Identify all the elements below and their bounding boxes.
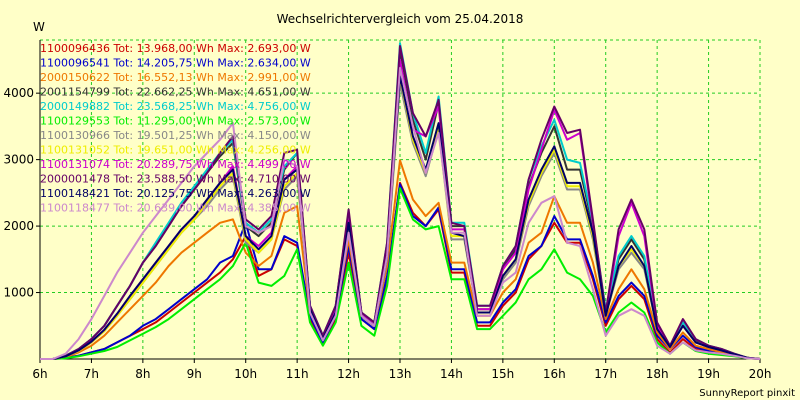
x-tick-label: 14h xyxy=(440,367,463,381)
series-lines xyxy=(40,42,761,360)
x-tick-label: 6h xyxy=(32,367,47,381)
y-tick-label: 3000 xyxy=(3,153,34,167)
x-tick-label: 17h xyxy=(594,367,617,381)
series-line-1 xyxy=(40,181,761,360)
legend-entry-10: 2000001478 Tot: 23.588,50 Wh Max: 4.710,… xyxy=(40,173,311,186)
legend-entry-1: 1100096436 Tot: 13.968,00 Wh Max: 2.693,… xyxy=(40,42,311,55)
legend-entry-8: 1100131052 Tot: 19.651,00 Wh Max: 4.256,… xyxy=(40,144,311,157)
legend-entry-9: 1100131074 Tot: 20.289,75 Wh Max: 4.499,… xyxy=(40,158,311,171)
legend-entry-11: 1100148421 Tot: 20.125,75 Wh Max: 4.263,… xyxy=(40,187,311,200)
x-tick-label: 19h xyxy=(697,367,720,381)
series-line-3 xyxy=(40,159,761,360)
legend-entry-12: 1100118477 Tot: 20.639,00 Wh Max: 4.385,… xyxy=(40,202,311,215)
legend-entry-5: 2000149882 Tot: 23.568,25 Wh Max: 4.756,… xyxy=(40,100,311,113)
y-axis-ticks: 1000 2000 3000 4000 xyxy=(3,86,40,300)
chart-title: Wechselrichtervergleich vom 25.04.2018 xyxy=(277,12,524,26)
x-tick-label: 15h xyxy=(491,367,514,381)
x-axis-ticks: 6h 7h 8h 9h 10h 11h 12h 13h 14h 15h 16h 17h 18h 19h 20… xyxy=(32,359,771,381)
legend-entry-7: 1100130966 Tot: 19.501,25 Wh Max: 4.150,… xyxy=(40,129,311,142)
series-line-6 xyxy=(40,187,761,360)
x-tick-label: 12h xyxy=(337,367,360,381)
x-tick-label: 9h xyxy=(187,367,202,381)
legend-entry-4: 2001154799 Tot: 22.662,25 Wh Max: 4.651,… xyxy=(40,86,311,99)
x-tick-label: 11h xyxy=(286,367,309,381)
x-tick-label: 20h xyxy=(749,367,772,381)
footer-credit: SunnyReport pinxit xyxy=(699,388,795,399)
x-tick-label: 13h xyxy=(389,367,412,381)
series-line-12 xyxy=(40,66,761,360)
legend-entry-2: 1100096541 Tot: 14.205,75 Wh Max: 2.634,… xyxy=(40,57,311,70)
series-line-5 xyxy=(40,42,761,360)
series-line-10 xyxy=(40,45,761,360)
legend-entry-3: 2000150622 Tot: 16.552,13 Wh Max: 2.991,… xyxy=(40,71,311,84)
x-tick-label: 18h xyxy=(646,367,669,381)
legend: 1100096436 Tot: 13.968,00 Wh Max: 2.693,… xyxy=(40,42,311,215)
legend-entry-6: 1100129553 Tot: 11.295,00 Wh Max: 2.573,… xyxy=(40,115,311,128)
series-line-2 xyxy=(40,183,761,360)
y-unit-label: W xyxy=(33,20,45,34)
x-tick-label: 8h xyxy=(135,367,150,381)
x-tick-label: 7h xyxy=(84,367,99,381)
x-tick-label: 10h xyxy=(234,367,257,381)
x-tick-label: 16h xyxy=(543,367,566,381)
y-tick-label: 1000 xyxy=(3,286,34,300)
y-tick-label: 4000 xyxy=(3,86,34,100)
y-tick-label: 2000 xyxy=(3,219,34,233)
